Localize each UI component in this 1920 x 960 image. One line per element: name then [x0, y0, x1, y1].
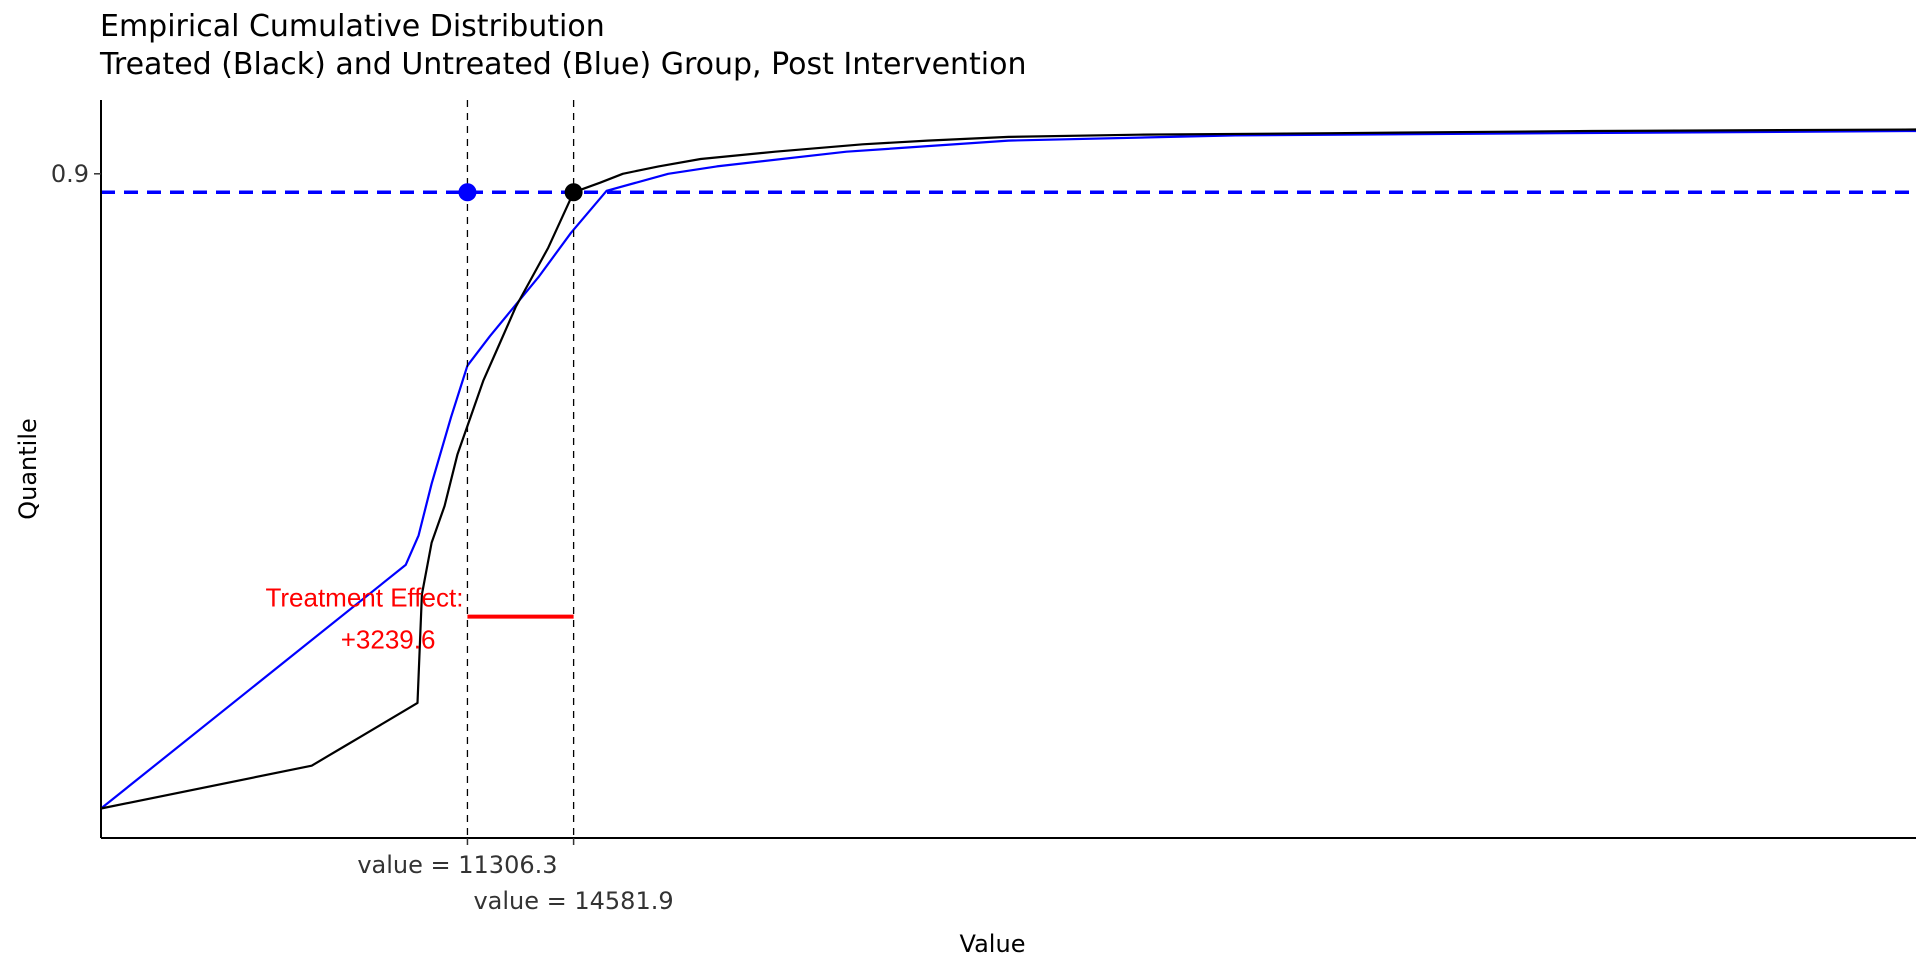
x-axis-title: Value: [960, 930, 1026, 958]
reference-layer: [101, 100, 1916, 838]
chart-title: Empirical Cumulative Distribution: [100, 9, 605, 44]
x-tick-label-0: value = 11306.3: [357, 851, 557, 879]
x-tick-label-1: value = 14581.9: [473, 887, 673, 915]
treatment-effect-label: Treatment Effect:: [265, 583, 463, 613]
chart-subtitle: Treated (Black) and Untreated (Blue) Gro…: [100, 47, 1027, 82]
quantile-point-1: [564, 183, 583, 202]
treatment-effect-value: +3239.6: [341, 625, 436, 655]
series-layer: [100, 128, 1917, 810]
y-tick-label-0: 0.9: [51, 160, 89, 188]
series-line-0: [100, 129, 1917, 810]
quantile-point-0: [458, 183, 477, 202]
ticks-layer: 0.9 value = 11306.3 value = 14581.9: [51, 160, 674, 915]
series-line-1: [100, 128, 1917, 810]
y-axis-title: Quantile: [14, 418, 42, 520]
